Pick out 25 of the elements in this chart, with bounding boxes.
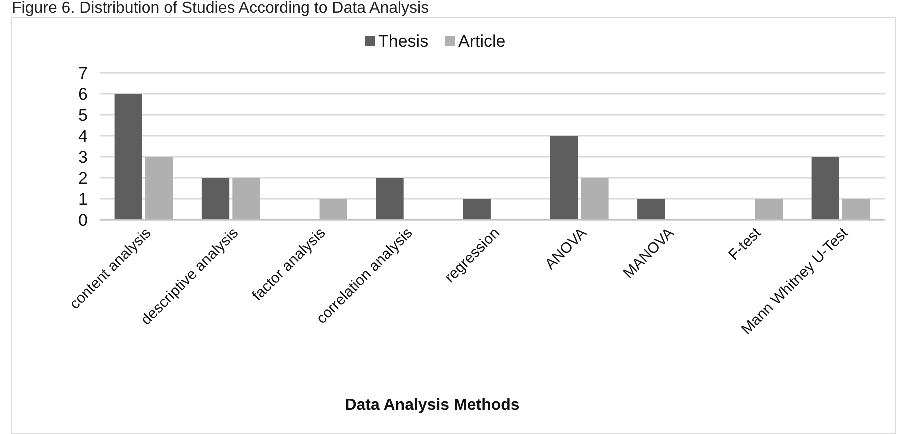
- y-tick-label: 6: [78, 84, 88, 104]
- x-axis-title: Data Analysis Methods: [345, 397, 520, 414]
- y-tick-label: 2: [78, 168, 88, 188]
- bar: [550, 136, 578, 220]
- y-tick-label: 7: [78, 64, 88, 83]
- legend-label: Thesis: [378, 32, 429, 51]
- bar: [842, 199, 870, 220]
- y-tick-label: 4: [78, 126, 88, 146]
- bar: [232, 178, 260, 220]
- bar: [320, 199, 348, 220]
- y-tick-label: 5: [78, 106, 88, 125]
- bar: [146, 157, 174, 220]
- legend-label: Article: [458, 32, 506, 51]
- bar: [755, 199, 784, 220]
- chart-title: Figure 6. Distribution of Studies According to Data Analysis: [12, 0, 430, 17]
- bar: [581, 178, 609, 220]
- bar: [376, 178, 404, 220]
- bar: [463, 199, 491, 220]
- bar: [202, 178, 230, 220]
- bar: [114, 94, 142, 220]
- y-tick-label: 0: [78, 210, 88, 230]
- bar: [812, 157, 840, 220]
- y-tick-label: 1: [78, 190, 88, 209]
- bar: [638, 199, 666, 220]
- y-tick-label: 3: [78, 148, 88, 167]
